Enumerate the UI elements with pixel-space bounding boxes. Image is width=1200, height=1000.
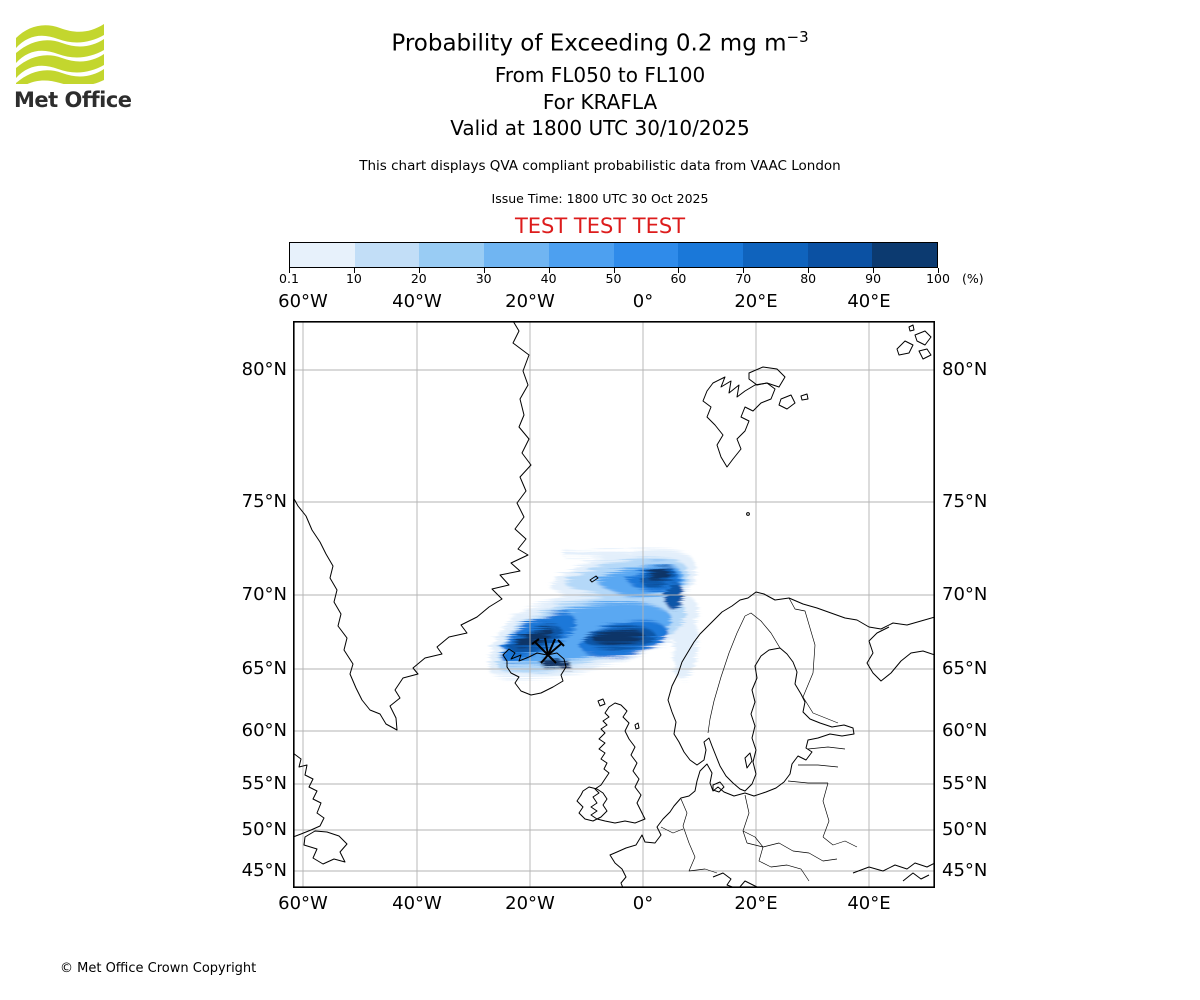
subtitle-valid-time: Valid at 1800 UTC 30/10/2025 <box>450 116 750 140</box>
colorbar-segment-7 <box>742 243 808 267</box>
colorbar-segment-4 <box>548 243 614 267</box>
lat-label-right: 70°N <box>942 584 988 605</box>
lon-label-bottom: 40°W <box>392 893 442 914</box>
met-office-logo <box>16 24 104 84</box>
lat-label-right: 50°N <box>942 819 988 840</box>
lon-label-top: 20°W <box>505 291 555 312</box>
colorbar-tick <box>353 268 355 273</box>
colorbar-tick-label: 100 <box>926 271 950 286</box>
coastlines <box>293 321 935 888</box>
lat-label-right: 45°N <box>942 860 988 881</box>
lon-label-top: 40°W <box>392 291 442 312</box>
test-banner: TEST TEST TEST <box>514 214 686 238</box>
lat-label-right: 60°N <box>942 720 988 741</box>
colorbar-tick-label: 20 <box>410 271 427 286</box>
lat-label-right: 75°N <box>942 491 988 512</box>
colorbar-tick-label: 10 <box>345 271 362 286</box>
lat-label-right: 80°N <box>942 359 988 380</box>
colorbar-tick-label: 50 <box>605 271 622 286</box>
colorbar-tick <box>483 268 485 273</box>
lat-label-left: 50°N <box>241 819 287 840</box>
colorbar-segment-5 <box>613 243 679 267</box>
title-exponent: −3 <box>786 28 809 46</box>
map-border <box>293 321 935 888</box>
lat-label-right: 65°N <box>942 658 988 679</box>
copyright-notice: © Met Office Crown Copyright <box>60 961 257 976</box>
lon-label-top: 40°E <box>847 291 891 312</box>
subtitle-flight-levels: From FL050 to FL100 <box>494 63 706 87</box>
qva-description: This chart displays QVA compliant probab… <box>359 158 841 174</box>
lon-label-bottom: 40°E <box>847 893 891 914</box>
colorbar-tick <box>678 268 680 273</box>
lon-label-top: 0° <box>632 291 654 312</box>
colorbar-segment-3 <box>484 243 549 267</box>
colorbar-tick-label: 70 <box>735 271 752 286</box>
colorbar-unit-label: (%) <box>962 271 984 286</box>
lat-label-left: 45°N <box>241 860 287 881</box>
colorbar-tick-label: 30 <box>475 271 492 286</box>
colorbar-segment-2 <box>419 243 485 267</box>
lat-label-left: 70°N <box>241 584 287 605</box>
logo-waves <box>16 24 104 84</box>
subtitle-block: From FL050 to FL100 For KRAFLA Valid at … <box>0 62 1200 142</box>
country-borders <box>660 597 858 882</box>
map <box>293 321 935 888</box>
lon-label-bottom: 20°W <box>505 893 555 914</box>
colorbar-tick <box>938 268 939 273</box>
page-title: Probability of Exceeding 0.2 mg m−3 <box>391 28 809 57</box>
graticule-gridlines <box>293 321 935 888</box>
probability-colorbar <box>289 242 938 268</box>
volcano-marker <box>531 637 565 664</box>
colorbar-tick <box>548 268 550 273</box>
colorbar-tick <box>289 268 290 273</box>
lon-label-bottom: 60°W <box>278 893 328 914</box>
lon-label-top: 20°E <box>734 291 778 312</box>
lon-label-top: 60°W <box>278 291 328 312</box>
colorbar-tick <box>418 268 420 273</box>
colorbar-segment-8 <box>807 243 873 267</box>
colorbar-segment-9 <box>872 243 938 267</box>
ash-probability-plume <box>487 545 696 677</box>
lon-label-bottom: 20°E <box>734 893 778 914</box>
subtitle-volcano: For KRAFLA <box>542 89 658 114</box>
colorbar-segment-6 <box>678 243 743 267</box>
colorbar-tick-label: 0.1 <box>279 271 299 286</box>
colorbar-segment-1 <box>354 243 420 267</box>
colorbar-tick-label: 40 <box>540 271 557 286</box>
lat-label-left: 80°N <box>241 359 287 380</box>
colorbar-tick <box>743 268 745 273</box>
colorbar-tick-label: 60 <box>670 271 687 286</box>
lat-label-right: 55°N <box>942 773 988 794</box>
colorbar-tick <box>613 268 615 273</box>
met-office-wordmark: Met Office <box>14 88 132 112</box>
lat-label-left: 60°N <box>241 720 287 741</box>
colorbar-tick-label: 90 <box>865 271 882 286</box>
lat-label-left: 55°N <box>241 773 287 794</box>
lat-label-left: 65°N <box>241 658 287 679</box>
colorbar-tick <box>873 268 875 273</box>
colorbar-tick-label: 80 <box>800 271 817 286</box>
lon-label-bottom: 0° <box>632 893 654 914</box>
colorbar-segment-0 <box>290 243 355 267</box>
issue-time: Issue Time: 1800 UTC 30 Oct 2025 <box>491 191 709 206</box>
colorbar-tick <box>808 268 810 273</box>
lat-label-left: 75°N <box>241 491 287 512</box>
